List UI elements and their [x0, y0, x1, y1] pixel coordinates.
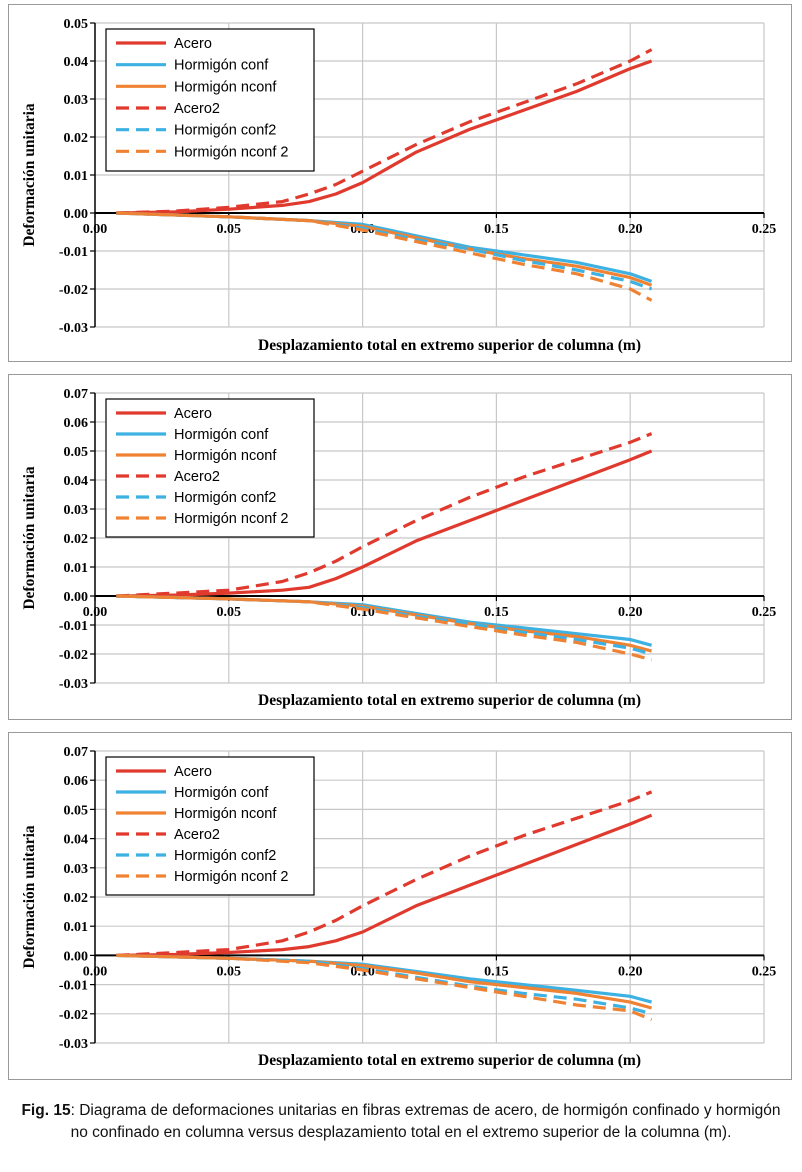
y-tick-label: -0.02: [59, 1008, 88, 1023]
series-line-hormig-n-nconf-2: [116, 953, 653, 1022]
y-tick-label: 0.00: [64, 949, 89, 964]
y-tick-label: -0.03: [59, 321, 88, 336]
legend-label: Hormigón nconf 2: [174, 144, 288, 160]
x-tick-label: 0.25: [752, 605, 777, 620]
y-tick-label: 0.00: [64, 207, 89, 222]
series-line-acero2: [116, 432, 653, 598]
caption-text: : Diagrama de deformaciones unitarias en…: [70, 1102, 781, 1141]
legend-label: Hormigón conf: [174, 785, 269, 801]
caption-label: Fig. 15: [21, 1102, 71, 1119]
series-line-hormig-n-conf: [116, 594, 653, 647]
x-tick-label: 0.15: [484, 222, 509, 237]
x-axis-label: Desplazamiento total en extremo superior…: [258, 337, 641, 354]
legend-label: Hormigón nconf: [174, 448, 277, 464]
series-line-acero2: [116, 790, 653, 957]
series-line-acero: [116, 59, 653, 215]
y-tick-label: -0.01: [59, 619, 88, 634]
y-tick-label: 0.04: [64, 474, 89, 489]
figure-caption: Fig. 15: Diagrama de deformaciones unita…: [20, 1100, 782, 1144]
legend-box: [105, 28, 315, 172]
y-tick-label: 0.02: [64, 891, 89, 906]
y-tick-label: 0.02: [64, 532, 89, 547]
x-tick-label: 0.20: [618, 222, 643, 237]
y-tick-label: 0.02: [64, 131, 89, 146]
series-line-acero2: [116, 48, 653, 215]
chart-2: -0.03-0.02-0.010.000.010.020.030.040.050…: [21, 387, 777, 709]
series-line-hormig-n-conf: [116, 953, 653, 1004]
y-tick-label: 0.07: [64, 387, 89, 402]
x-tick-label: 0.00: [83, 964, 108, 979]
series-line-hormig-n-nconf: [116, 953, 653, 1010]
legend-label: Hormigón nconf 2: [174, 869, 288, 885]
y-tick-label: 0.03: [64, 862, 89, 877]
y-tick-label: -0.01: [59, 245, 88, 260]
chart-3: -0.03-0.02-0.010.000.010.020.030.040.050…: [21, 745, 777, 1069]
y-tick-label: 0.01: [64, 169, 89, 184]
chart-panel-1: -0.03 -0.02 -0.01 0.00 0.01 0.02 0.03 0.04 0.05 0…: [8, 4, 792, 362]
x-tick-label: 0.20: [618, 605, 643, 620]
legend-label: Hormigón conf2: [174, 490, 276, 506]
series-line-acero: [116, 813, 653, 957]
series-line-hormig-n-nconf: [116, 594, 653, 653]
legend-box: [105, 756, 315, 896]
y-tick-label: 0.01: [64, 920, 89, 935]
legend-label: Hormigón conf2: [174, 123, 276, 139]
y-tick-label: 0.05: [64, 445, 89, 460]
x-tick-label: 0.25: [752, 222, 777, 237]
x-axis-label: Desplazamiento total en extremo superior…: [258, 1052, 641, 1069]
chart-panel-2: -0.03 -0.02 -0.01 0.00 0.01 0.02 0.03 0.04 0.05 0…: [8, 374, 792, 720]
legend-label: Acero: [174, 36, 212, 52]
chart-1: -0.03 -0.02 -0.01 0.00 0.01 0.02 0.03 0.04 0.05 0…: [21, 17, 777, 354]
y-tick-label: 0.04: [64, 833, 89, 848]
legend-label: Hormigón conf2: [174, 848, 276, 864]
y-tick-label: -0.01: [59, 979, 88, 994]
legend-label: Acero2: [174, 827, 220, 843]
legend-label: Hormigón nconf: [174, 806, 277, 822]
x-tick-label: 0.05: [217, 222, 242, 237]
y-tick-label: 0.06: [64, 416, 89, 431]
x-tick-label: 0.00: [83, 222, 108, 237]
x-tick-label: 0.15: [484, 605, 509, 620]
x-tick-label: 0.20: [618, 964, 643, 979]
legend-label: Acero2: [174, 101, 220, 117]
y-axis-label: Deformación unitaria: [21, 466, 38, 610]
y-tick-label: 0.05: [64, 17, 89, 32]
y-tick-label: -0.02: [59, 648, 88, 663]
chart-panel-3: -0.03 -0.02 -0.01 0.00 0.01 0.02 0.03 0.04 0.05 0…: [8, 732, 792, 1080]
legend-label: Hormigón nconf: [174, 79, 277, 95]
x-tick-label: 0.05: [217, 964, 242, 979]
y-tick-label: 0.07: [64, 745, 89, 760]
y-tick-label: 0.05: [64, 803, 89, 818]
legend-label: Hormigón conf: [174, 58, 269, 74]
x-tick-label: 0.00: [83, 605, 108, 620]
y-tick-label: 0.01: [64, 561, 89, 576]
y-axis-label: Deformación unitaria: [21, 103, 38, 247]
y-tick-label: 0.03: [64, 93, 89, 108]
legend-label: Acero: [174, 406, 212, 422]
legend-label: Acero2: [174, 469, 220, 485]
y-tick-label: 0.04: [64, 55, 89, 70]
y-tick-label: 0.00: [64, 590, 89, 605]
x-axis-label: Desplazamiento total en extremo superior…: [258, 692, 641, 709]
y-axis-label: Deformación unitaria: [21, 825, 38, 969]
series-line-hormig-n-nconf-2: [116, 594, 653, 662]
series-line-hormig-n-conf: [116, 211, 653, 283]
x-tick-label: 0.15: [484, 964, 509, 979]
x-tick-label: 0.25: [752, 964, 777, 979]
y-tick-label: 0.06: [64, 774, 89, 789]
y-tick-label: -0.03: [59, 677, 88, 692]
series-line-hormig-n-nconf-2: [116, 211, 653, 302]
legend-label: Hormigón nconf 2: [174, 511, 288, 527]
legend-label: Acero: [174, 764, 212, 780]
x-tick-label: 0.05: [217, 605, 242, 620]
y-tick-label: -0.03: [59, 1037, 88, 1052]
legend-label: Hormigón conf: [174, 427, 269, 443]
y-tick-label: 0.03: [64, 503, 89, 518]
y-tick-label: -0.02: [59, 283, 88, 298]
series-line-acero: [116, 449, 653, 598]
legend-box: [105, 398, 315, 538]
